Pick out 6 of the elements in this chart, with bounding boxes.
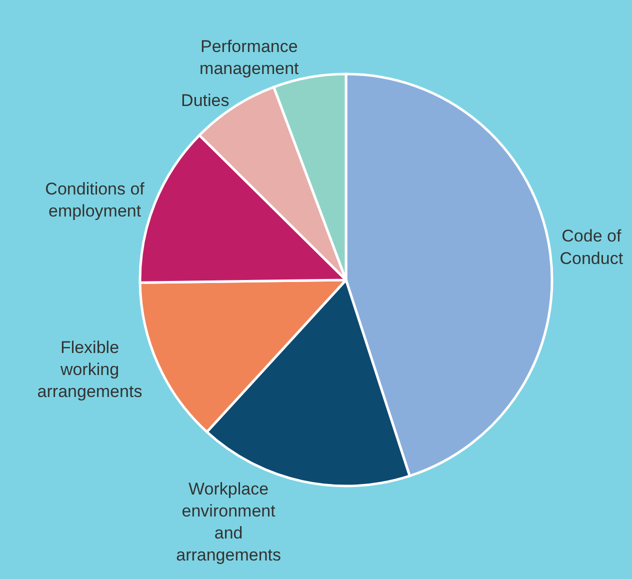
slice-label: Workplace environment and arrangements: [176, 479, 281, 565]
slice-label: Flexible working arrangements: [37, 338, 142, 402]
slice-label: Performance management: [200, 36, 300, 78]
slice-label: Duties: [181, 90, 230, 110]
slice-label: Code of Conduct: [560, 226, 624, 268]
slice-label: Conditions of employment: [45, 180, 145, 221]
